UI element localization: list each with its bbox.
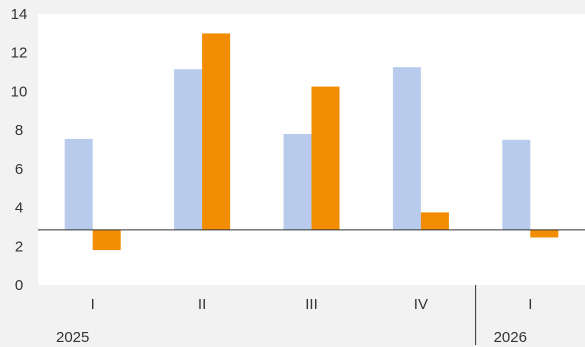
y-tick-label: 14 bbox=[11, 6, 28, 23]
bar-series-1-4 bbox=[392, 67, 421, 230]
x-category-label: III bbox=[305, 296, 318, 313]
x-category-label: I bbox=[528, 296, 532, 313]
y-tick-label: 4 bbox=[15, 200, 23, 217]
x-axis-years: 2025 2026 bbox=[56, 285, 527, 346]
x-category-label: I bbox=[91, 296, 95, 313]
year-group-label: 2025 bbox=[56, 329, 89, 346]
bar-series-1-3 bbox=[283, 134, 312, 230]
y-tick-label: 2 bbox=[15, 238, 23, 255]
y-tick-label: 6 bbox=[15, 161, 23, 178]
year-group-label: 2026 bbox=[494, 329, 527, 346]
y-tick-label: 12 bbox=[11, 45, 28, 62]
bar-series-2-3 bbox=[311, 86, 340, 230]
bar-series-1-1 bbox=[64, 138, 93, 230]
bar-series-1-2 bbox=[174, 69, 203, 230]
x-category-label: II bbox=[198, 296, 206, 313]
y-tick-label: 0 bbox=[15, 277, 23, 294]
y-tick-label: 8 bbox=[15, 122, 23, 139]
y-tick-label: 10 bbox=[11, 83, 28, 100]
bars bbox=[64, 33, 559, 251]
bar-series-2-2 bbox=[202, 33, 231, 230]
x-category-label: IV bbox=[414, 296, 428, 313]
bar-series-2-5 bbox=[530, 229, 559, 238]
y-axis-ticks: 0 2 4 6 8 10 12 14 bbox=[11, 6, 28, 294]
bar-series-2-1 bbox=[92, 229, 121, 251]
x-axis-categories: I II III IV I bbox=[91, 296, 533, 313]
bar-series-2-4 bbox=[420, 212, 449, 230]
bar-series-1-5 bbox=[502, 139, 531, 230]
